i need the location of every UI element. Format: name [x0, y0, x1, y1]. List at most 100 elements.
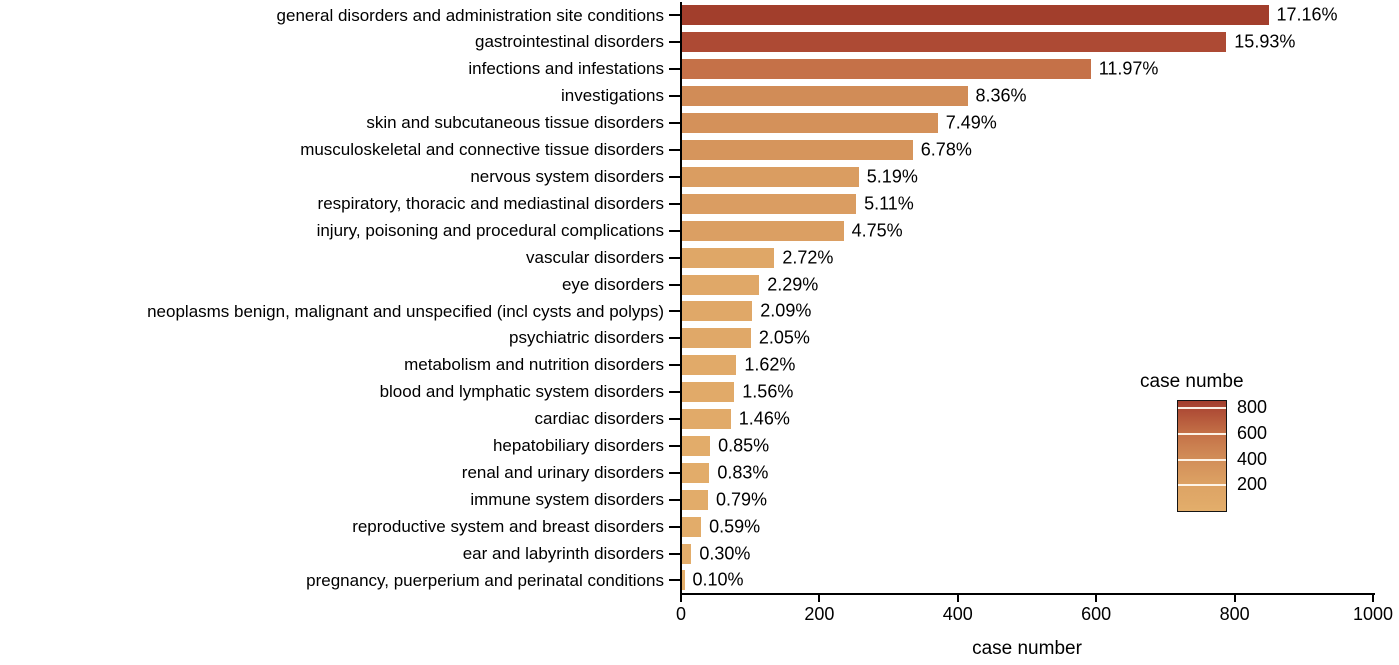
category-label: respiratory, thoracic and mediastinal di…	[317, 193, 664, 213]
bar-rows: general disorders and administration sit…	[0, 2, 1374, 594]
bar-track: 4.75%	[681, 220, 1374, 241]
y-axis-tick	[669, 283, 681, 286]
bar-track: 2.05%	[681, 327, 1374, 349]
colorbar-tick-line	[1178, 433, 1226, 436]
bar-row: cardiac disorders 1.46%	[0, 406, 1374, 433]
category-label: vascular disorders	[526, 247, 664, 267]
percent-label: 15.93%	[1234, 31, 1296, 52]
percent-label: 2.05%	[758, 327, 810, 348]
x-tick-label: 1000	[1352, 604, 1394, 624]
x-axis-line	[680, 593, 1375, 595]
bar-track: 1.46%	[681, 409, 1374, 430]
y-axis-tick	[669, 418, 681, 421]
y-axis-tick	[669, 310, 681, 313]
bar-row: injury, poisoning and procedural complic…	[0, 217, 1374, 244]
category-label: nervous system disorders	[470, 166, 664, 186]
bar-row: vascular disorders 2.72%	[0, 244, 1374, 271]
y-axis-line	[680, 2, 682, 595]
y-axis-tick	[669, 14, 681, 17]
x-axis-title: case number	[972, 638, 1082, 659]
bar-row: hepatobiliary disorders 0.85%	[0, 433, 1374, 460]
bar-row: immune system disorders 0.79%	[0, 486, 1374, 513]
bar	[681, 516, 702, 537]
x-tick-label: 0	[675, 604, 686, 624]
percent-label: 2.72%	[782, 247, 834, 268]
category-label: ear and labyrinth disorders	[462, 543, 664, 563]
bar-track: 0.10%	[681, 569, 1374, 591]
bar	[681, 435, 711, 456]
bar-row: ear and labyrinth disorders 0.30%	[0, 540, 1374, 567]
x-axis-tick	[680, 595, 682, 602]
bar-row: nervous system disorders 5.19%	[0, 163, 1374, 190]
bar-row: respiratory, thoracic and mediastinal di…	[0, 190, 1374, 217]
bar-track: 2.09%	[681, 300, 1374, 322]
bar	[681, 5, 1269, 26]
category-label: psychiatric disorders	[509, 328, 664, 348]
bar-row: blood and lymphatic system disorders 1.56…	[0, 379, 1374, 406]
bar	[681, 489, 708, 510]
bar	[681, 274, 760, 295]
bar-track: 2.72%	[681, 247, 1374, 268]
bar-row: renal and urinary disorders 0.83%	[0, 459, 1374, 486]
percent-label: 1.56%	[742, 381, 794, 402]
percent-label: 2.29%	[767, 274, 819, 295]
bar	[681, 86, 968, 107]
x-tick-label: 200	[804, 604, 835, 624]
colorbar-tick-value: 800	[1237, 397, 1268, 418]
category-label: infections and infestations	[468, 59, 664, 79]
x-axis-tick	[1095, 595, 1098, 602]
percent-label: 2.09%	[760, 300, 812, 321]
y-axis-tick	[669, 175, 681, 178]
percent-label: 6.78%	[920, 139, 972, 160]
percent-label: 17.16%	[1276, 4, 1338, 25]
percent-label: 0.59%	[709, 516, 761, 537]
category-label: gastrointestinal disorders	[475, 32, 664, 52]
percent-label: 0.79%	[716, 489, 768, 510]
x-tick-label: 400	[942, 604, 973, 624]
percent-label: 1.62%	[744, 354, 796, 375]
bar	[681, 247, 775, 268]
x-tick-label: 600	[1081, 604, 1112, 624]
colorbar-tick-value: 200	[1237, 474, 1268, 495]
bar-track: 0.30%	[681, 543, 1374, 564]
bar-row: metabolism and nutrition disorders 1.62%	[0, 352, 1374, 379]
bar	[681, 166, 859, 187]
bar	[681, 382, 735, 403]
x-axis-tick	[1233, 595, 1236, 602]
category-label: blood and lymphatic system disorders	[379, 382, 664, 402]
y-axis-tick	[669, 364, 681, 367]
category-label: injury, poisoning and procedural complic…	[316, 220, 664, 240]
y-axis-tick	[669, 256, 681, 259]
x-axis-tick	[818, 595, 821, 602]
category-label: eye disorders	[561, 274, 664, 294]
percent-label: 0.83%	[717, 462, 769, 483]
y-axis-tick	[669, 229, 681, 232]
category-label: general disorders and administration sit…	[276, 5, 664, 25]
colorbar-tick-line	[1178, 407, 1226, 410]
bar-row: pregnancy, puerperium and perinatal cond…	[0, 567, 1374, 594]
y-axis-tick	[669, 337, 681, 340]
bar-row: psychiatric disorders 2.05%	[0, 325, 1374, 352]
x-tick-label: 800	[1219, 604, 1250, 624]
y-axis-tick	[669, 68, 681, 71]
category-label: cardiac disorders	[534, 409, 664, 429]
bar-track: 15.93%	[681, 31, 1374, 53]
x-axis-tick	[956, 595, 959, 602]
bar-track: 0.59%	[681, 516, 1374, 537]
bar	[681, 462, 710, 483]
percent-label: 7.49%	[945, 112, 997, 133]
bar-track: 5.19%	[681, 166, 1374, 187]
category-label: renal and urinary disorders	[461, 462, 664, 482]
percent-label: 8.36%	[975, 85, 1027, 106]
percent-label: 0.10%	[692, 569, 744, 590]
bar-row: reproductive system and breast disorders…	[0, 513, 1374, 540]
category-label: hepatobiliary disorders	[492, 436, 664, 456]
bar-track: 17.16%	[681, 4, 1374, 26]
category-label: skin and subcutaneous tissue disorders	[366, 113, 664, 133]
bar-track: 11.97%	[681, 59, 1374, 80]
bar-track: 1.56%	[681, 381, 1374, 403]
bar-track: 6.78%	[681, 139, 1374, 160]
category-label: metabolism and nutrition disorders	[404, 355, 664, 375]
category-label: neoplasms benign, malignant and unspecif…	[147, 301, 664, 321]
